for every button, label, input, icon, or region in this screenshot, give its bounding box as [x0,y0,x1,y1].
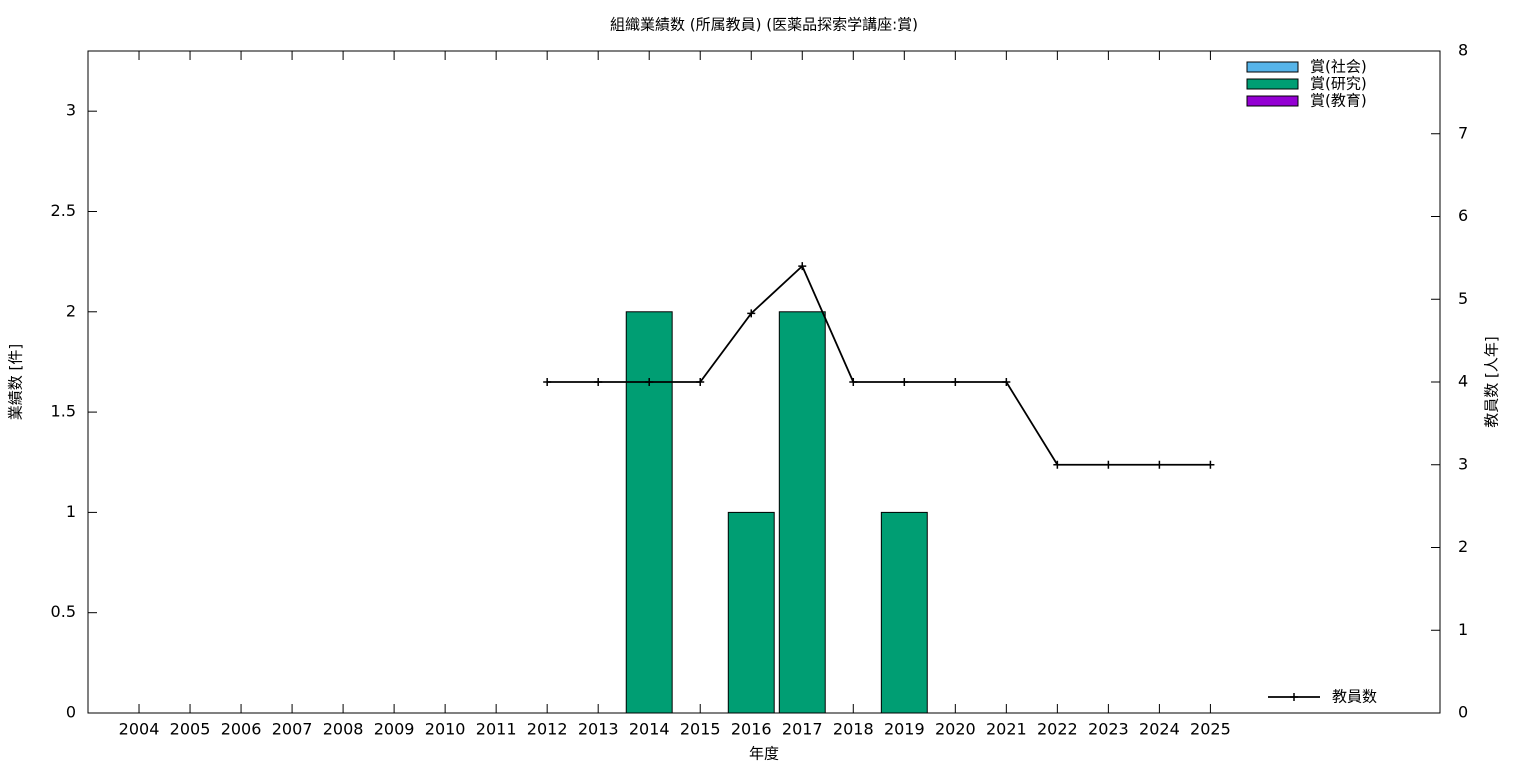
legend-marker [1290,693,1298,701]
y-tick-label: 2 [66,301,76,320]
point-marker [696,378,705,386]
legend-label: 賞(研究) [1310,75,1367,93]
y-tick-label: 3 [66,101,76,120]
x-tick-label: 2021 [986,720,1027,739]
legend-label: 賞(社会) [1310,58,1367,76]
y-tick-label: 0.5 [51,602,76,621]
x-axis-title: 年度 [749,745,779,763]
x-tick-label: 2019 [884,720,925,739]
point-marker [594,378,603,386]
y2-tick-label: 0 [1458,703,1468,722]
point-marker [900,378,909,386]
y-tick-label: 0 [66,703,76,722]
y2-tick-label: 5 [1458,289,1468,308]
x-tick-label: 2022 [1037,720,1078,739]
x-tick-label: 2023 [1088,720,1129,739]
y2-tick-label: 4 [1458,372,1468,391]
legend-label: 賞(教育) [1310,92,1367,110]
x-tick-label: 2012 [527,720,568,739]
x-tick-label: 2017 [782,720,823,739]
y2-tick-label: 1 [1458,620,1468,639]
bar [778,311,826,714]
x-tick-label: 2007 [272,720,313,739]
point-marker [1104,460,1113,469]
y-tick-label: 1 [66,502,76,521]
x-tick-label: 2005 [170,720,211,739]
point-marker [1206,460,1215,469]
x-tick-label: 2015 [680,720,721,739]
x-tick-label: 2013 [578,720,619,739]
point-marker [645,378,654,386]
legend-label: 教員数 [1332,688,1377,706]
x-tick-label: 2014 [629,720,670,739]
point-marker [1155,460,1164,469]
x-tick-label: 2016 [731,720,772,739]
point-marker [1002,378,1011,386]
y2-axis-title: 教員数 [人年] [1483,336,1501,427]
x-tick-label: 2020 [935,720,976,739]
x-tick-label: 2018 [833,720,874,739]
point-marker [1053,460,1062,469]
x-tick-label: 2025 [1190,720,1231,739]
y-tick-label: 2.5 [51,201,76,220]
x-tick-label: 2006 [221,720,262,739]
x-tick-label: 2024 [1139,720,1180,739]
y-tick-label: 1.5 [51,402,76,421]
point-marker [747,309,756,318]
bar [625,311,673,714]
y2-tick-label: 3 [1458,454,1468,473]
x-tick-label: 2009 [374,720,415,739]
legend-swatch [1246,61,1299,73]
point-marker [798,262,807,271]
bar [727,511,775,714]
y2-tick-label: 7 [1458,123,1468,142]
y2-tick-label: 6 [1458,206,1468,225]
point-marker [951,378,960,386]
x-tick-label: 2008 [323,720,364,739]
legend-swatch [1246,95,1299,107]
point-marker [849,378,858,386]
bar [880,511,928,714]
line [547,264,1211,466]
x-tick-label: 2011 [476,720,517,739]
x-tick-label: 2004 [119,720,160,739]
chart-title: 組織業績数 (所属教員) (医薬品探索学講座:賞) [610,16,918,34]
x-tick-label: 2010 [425,720,466,739]
point-marker [543,378,552,386]
legend-swatch [1246,78,1299,90]
y2-tick-label: 2 [1458,537,1468,556]
y2-tick-label: 8 [1458,41,1468,60]
y-axis-title: 業績数 [件] [7,344,25,420]
